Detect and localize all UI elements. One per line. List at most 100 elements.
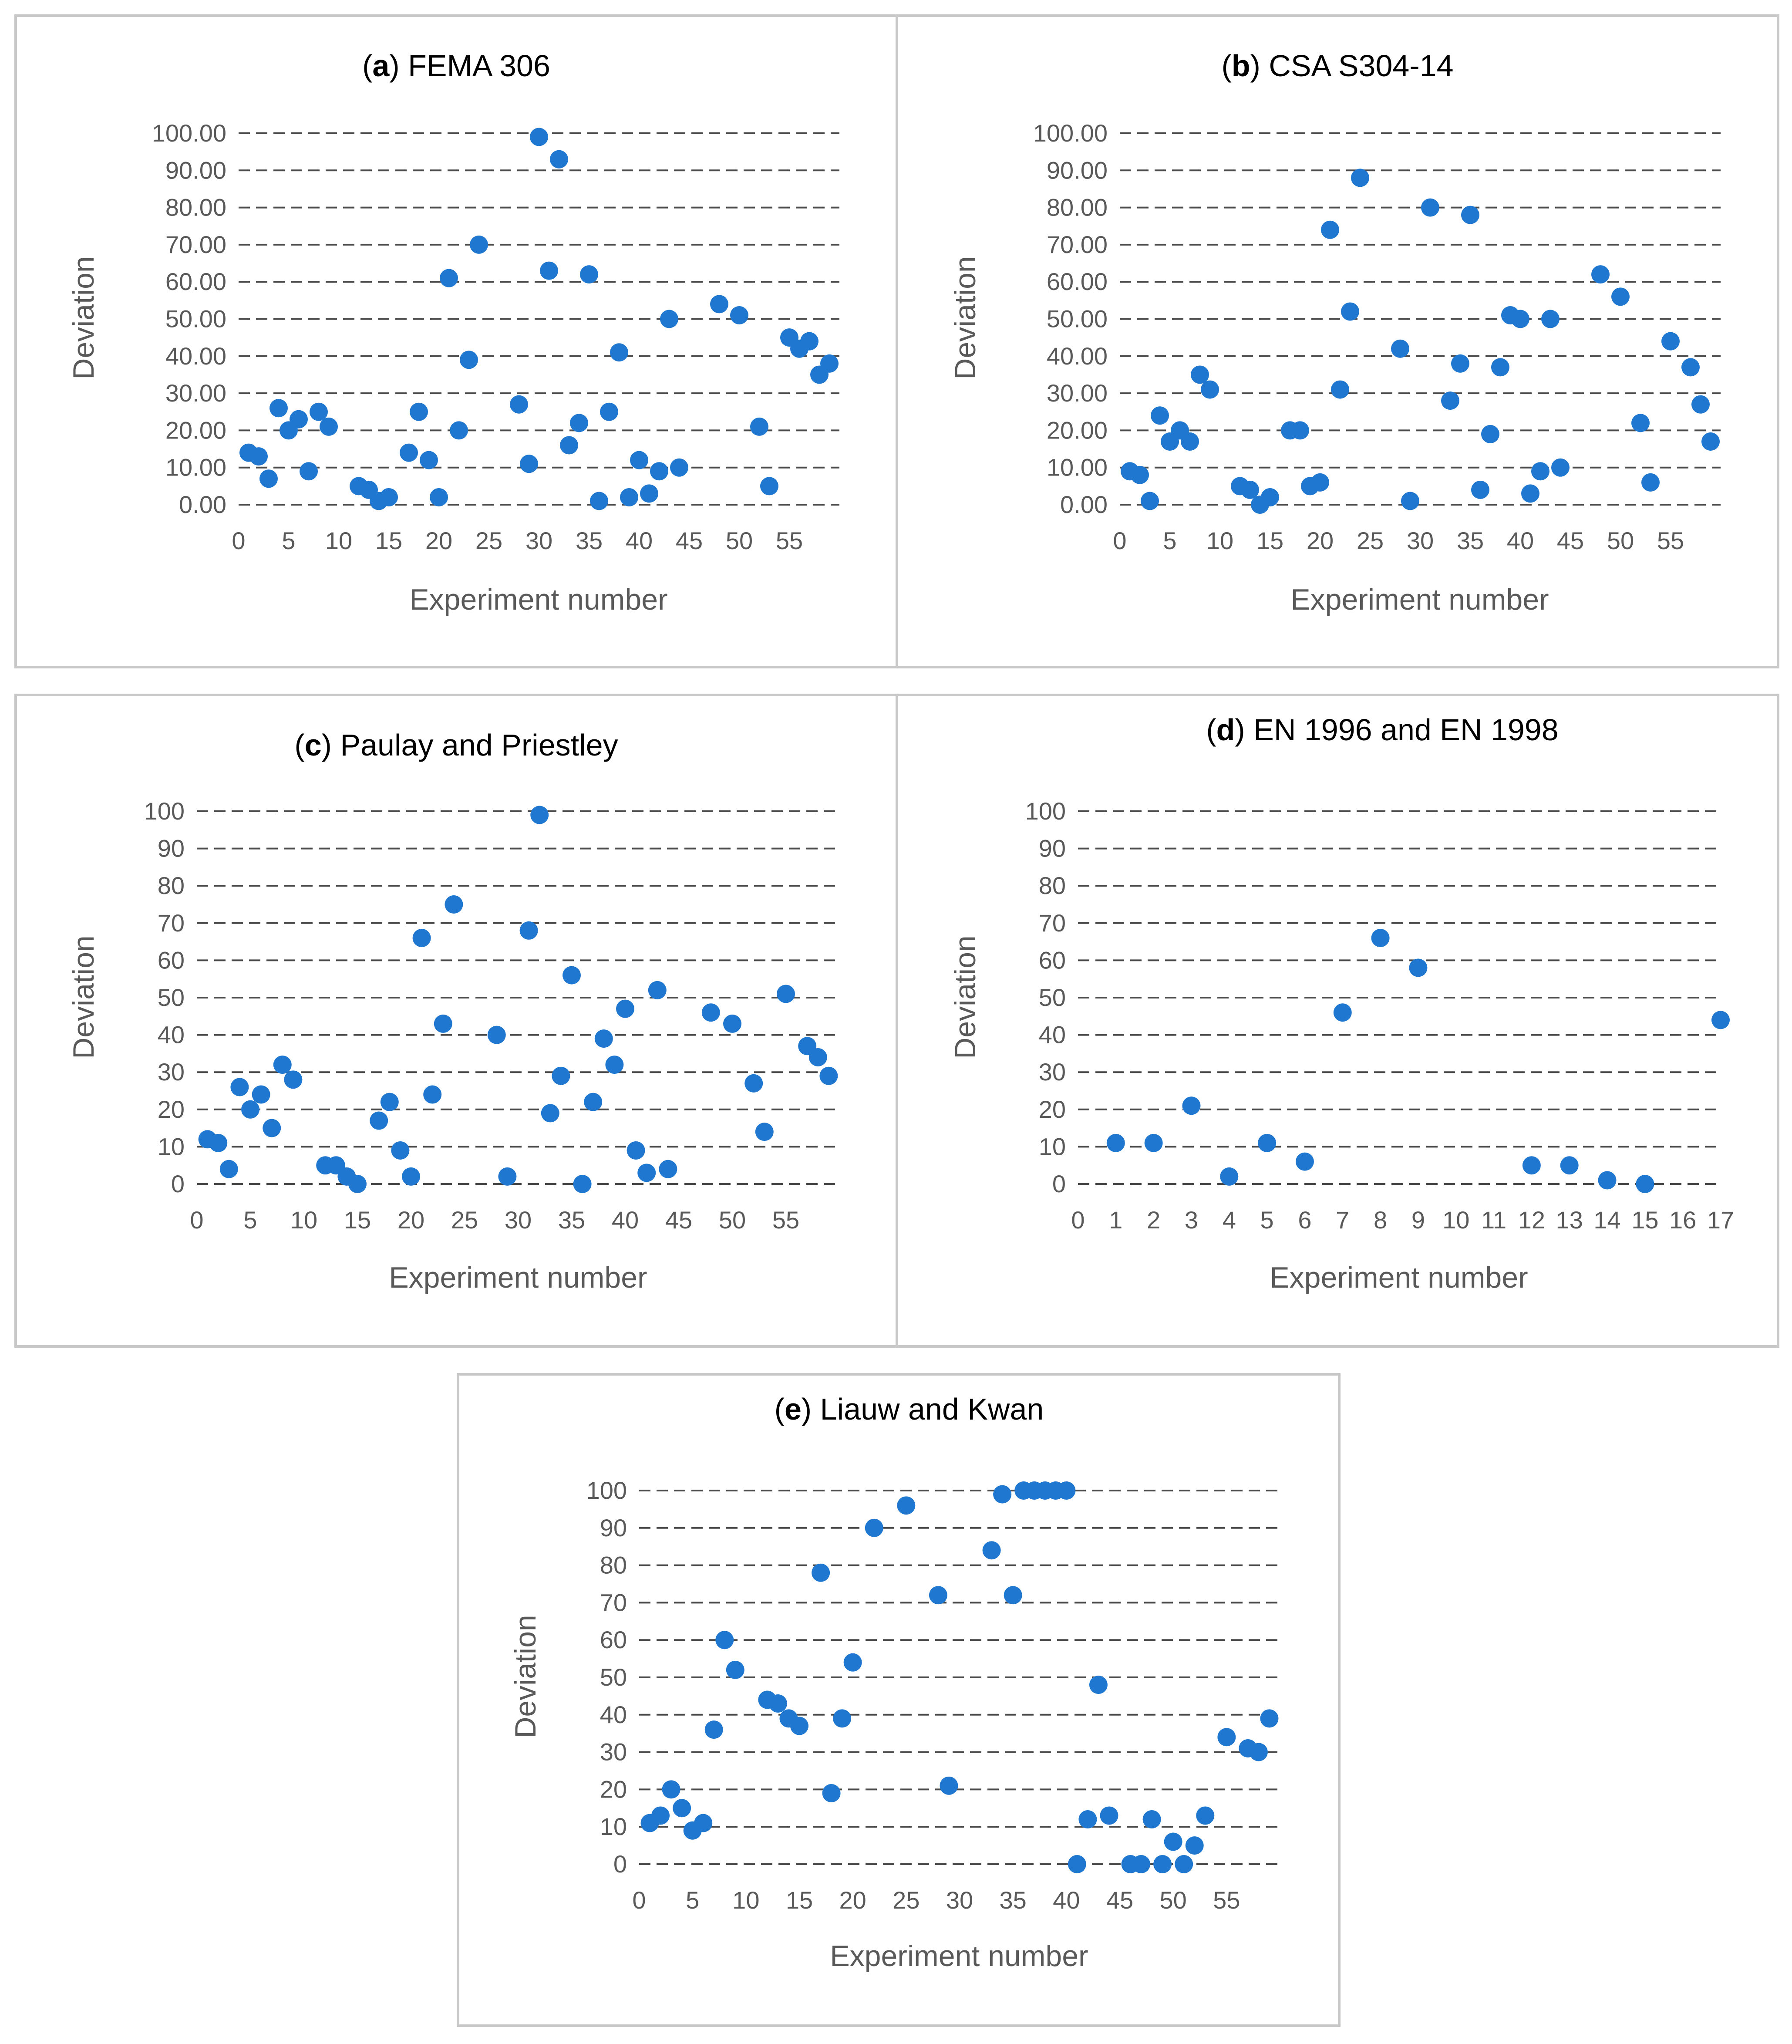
data-point — [348, 1175, 367, 1193]
panel-b-frame — [896, 14, 1779, 668]
data-point — [1241, 480, 1259, 499]
panel-b-y-ticks: 0.00 10.00 20.00 30.00 40.00 50.00 60.00… — [1033, 119, 1108, 518]
data-point — [402, 1167, 420, 1186]
x-tick-label: 0 — [1113, 527, 1126, 554]
y-tick-label: 90 — [1039, 835, 1066, 862]
x-tick-label: 35 — [558, 1206, 585, 1234]
x-tick-label: 25 — [475, 527, 502, 554]
x-tick-label: 20 — [1307, 527, 1334, 554]
panel-e-frame — [457, 1373, 1341, 2027]
data-point — [1164, 1832, 1182, 1851]
y-tick-label: 30 — [158, 1058, 185, 1086]
data-point — [730, 306, 748, 324]
panel-a-title-text: FEMA 306 — [408, 49, 550, 83]
data-point — [1711, 1011, 1730, 1029]
data-point — [1078, 1810, 1097, 1829]
x-tick-label: 25 — [893, 1886, 920, 1914]
y-tick-label: 40 — [158, 1021, 185, 1049]
x-tick-label: 10 — [1206, 527, 1233, 554]
data-point — [627, 1141, 645, 1160]
data-point — [1089, 1676, 1108, 1694]
data-point — [1541, 310, 1560, 328]
y-tick-label: 100 — [586, 1477, 627, 1504]
x-tick-label: 15 — [786, 1886, 813, 1914]
data-point — [750, 417, 768, 436]
data-point — [1661, 332, 1680, 351]
panel-c-title: (c) Paulay and Priestley — [294, 728, 618, 762]
x-tick-label: 45 — [676, 527, 703, 554]
y-tick-label: 40 — [600, 1701, 627, 1728]
x-tick-label: 45 — [665, 1206, 692, 1234]
y-tick-label: 20.00 — [165, 416, 226, 444]
x-tick-label: 50 — [1607, 527, 1634, 554]
data-point — [1421, 198, 1439, 217]
data-point — [1182, 1096, 1201, 1115]
y-tick-label: 10 — [158, 1133, 185, 1160]
data-point — [1691, 395, 1710, 414]
data-point — [820, 354, 839, 373]
data-point — [777, 985, 795, 1003]
data-point — [1057, 1481, 1076, 1500]
data-point — [440, 269, 458, 287]
data-point — [1611, 287, 1630, 306]
panel-d-x-axis-title: Experiment number — [1270, 1261, 1528, 1294]
data-point — [1144, 1133, 1163, 1152]
data-point — [701, 1003, 720, 1022]
panel-d: (d) EN 1996 and EN 1998 0 10 20 30 40 50… — [896, 694, 1779, 1348]
x-tick-label: 15 — [344, 1206, 371, 1234]
data-point — [450, 421, 468, 440]
data-point — [1131, 465, 1149, 484]
panel-b-gridlines — [1120, 132, 1721, 506]
x-tick-label: 5 — [282, 527, 295, 554]
panel-c-frame — [14, 694, 898, 1348]
data-point — [694, 1814, 713, 1832]
x-tick-label: 20 — [839, 1886, 866, 1914]
panel-d-title-label: d — [1216, 713, 1235, 747]
x-tick-label: 4 — [1223, 1206, 1236, 1234]
data-point — [1260, 1709, 1279, 1728]
data-point — [616, 999, 634, 1018]
data-point — [1551, 458, 1570, 477]
data-point — [263, 1119, 281, 1137]
y-tick-label: 80.00 — [165, 194, 226, 221]
data-point — [1331, 380, 1349, 399]
data-point — [1451, 354, 1469, 373]
data-point — [1461, 206, 1479, 224]
panel-a-y-axis-title: Deviation — [67, 256, 100, 380]
x-tick-label: 35 — [576, 527, 603, 554]
x-tick-label: 50 — [726, 527, 753, 554]
x-tick-label: 5 — [243, 1206, 257, 1234]
x-tick-label: 55 — [772, 1206, 799, 1234]
x-tick-label: 5 — [1163, 527, 1176, 554]
data-point — [487, 1025, 506, 1044]
panel-e-y-ticks: 0 10 20 30 40 50 60 70 80 90 100 — [586, 1477, 627, 1878]
data-point — [445, 895, 463, 914]
panel-a-x-ticks: 0 5 10 15 20 25 30 35 40 45 50 55 — [232, 527, 803, 554]
panel-b-x-ticks: 0 5 10 15 20 25 30 35 40 45 50 55 — [1113, 527, 1684, 554]
data-point — [982, 1541, 1001, 1560]
panel-d-x-ticks: 0 1 2 3 4 5 6 7 8 9 10 11 12 13 14 15 16… — [1071, 1206, 1734, 1234]
data-point — [833, 1709, 852, 1728]
data-point — [1481, 425, 1499, 443]
data-point — [563, 966, 581, 985]
panel-c-title-label: c — [305, 728, 322, 762]
data-point — [412, 929, 431, 948]
data-point — [1151, 406, 1169, 425]
data-point — [1391, 339, 1409, 358]
data-point — [560, 436, 578, 455]
data-point — [420, 451, 438, 469]
data-point — [1531, 462, 1549, 481]
x-tick-label: 12 — [1518, 1206, 1545, 1234]
y-tick-label: 100.00 — [1033, 119, 1108, 147]
data-point — [1185, 1836, 1204, 1855]
data-point — [273, 1056, 292, 1074]
y-tick-label: 0 — [1052, 1170, 1066, 1197]
data-point — [723, 1014, 741, 1033]
data-point — [520, 455, 538, 473]
y-tick-label: 20 — [600, 1775, 627, 1803]
panel-e-x-ticks: 0 5 10 15 20 25 30 35 40 45 50 55 — [632, 1886, 1240, 1914]
panel-d-frame — [896, 694, 1779, 1348]
data-point — [726, 1660, 744, 1679]
data-point — [391, 1141, 410, 1160]
